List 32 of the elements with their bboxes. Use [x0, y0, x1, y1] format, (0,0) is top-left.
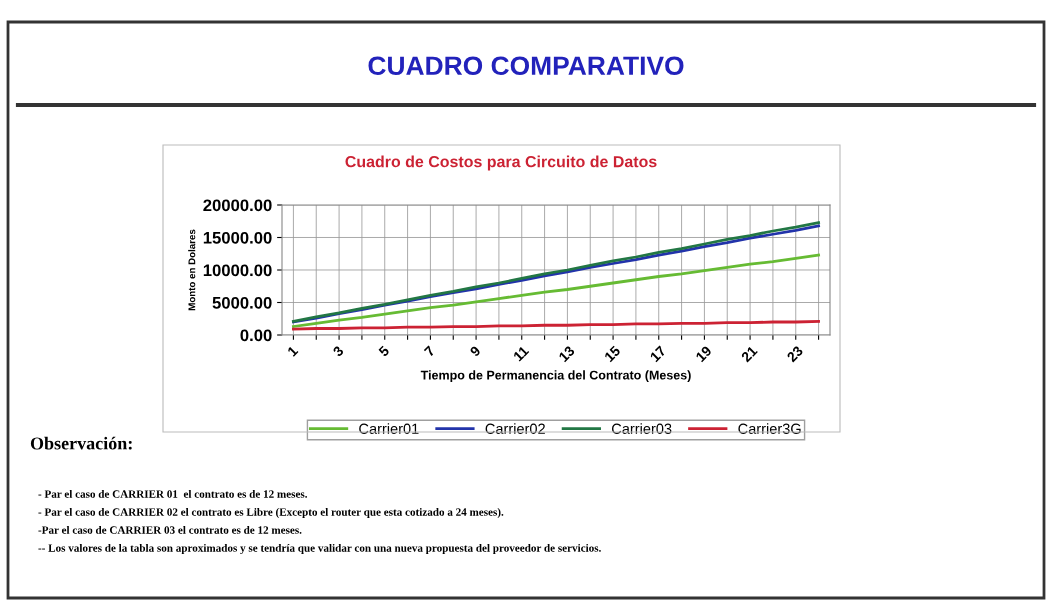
x-tick-label: 23	[786, 345, 804, 363]
x-tick-label: 21	[740, 345, 758, 363]
y-tick-label: 5000.00	[212, 296, 272, 309]
x-tick-label: 1	[287, 345, 299, 357]
text: -- Los valores de la tabla son aproximados y se tendría que validar con una nueva propuesta del proveedor de servicios.	[38, 543, 601, 555]
x-tick-label: 3	[332, 345, 345, 358]
text: -Par el caso de CARRIER 03 el contrato es de 12 meses.	[38, 525, 302, 534]
legend-label: Carrier02	[485, 423, 545, 434]
x-axis-title: Tiempo de Permanencia del Contrato (Meses)	[420, 370, 691, 383]
y-tick-label: 10000.00	[203, 264, 272, 277]
line-series	[292, 319, 820, 331]
y-axis-title: Monto en Dolares	[188, 229, 196, 311]
text: - Par el caso de CARRIER 01 el contrato es de 12 meses.	[38, 489, 308, 498]
x-tick-label: 7	[423, 345, 436, 357]
x-tick-label: 11	[512, 345, 530, 362]
legend-label: Carrier03	[612, 423, 672, 434]
x-tick-label: 17	[649, 345, 667, 363]
x-tick-label: 5	[378, 345, 390, 358]
x-tick-label: 15	[604, 345, 621, 363]
chart-subtitle: Cuadro de Costos para Circuito de Datos	[345, 155, 657, 171]
legend-label: Carrier01	[359, 423, 419, 434]
chart-title: CUADRO COMPARATIVO	[368, 56, 684, 76]
x-tick-label: 13	[558, 345, 576, 363]
y-tick-label: 20000.00	[203, 199, 272, 212]
text: Observación:	[30, 436, 132, 450]
line-series	[292, 253, 820, 328]
y-tick-label: 0.00	[240, 329, 272, 342]
text: - Par el caso de CARRIER 02 el contrato es Libre (Excepto el router que esta cotizado a 24 meses).	[38, 507, 504, 519]
x-tick-label: 9	[469, 345, 482, 358]
y-tick-label: 15000.00	[203, 231, 272, 244]
x-tick-label: 19	[695, 345, 713, 363]
legend-label: Carrier3G	[738, 423, 801, 434]
